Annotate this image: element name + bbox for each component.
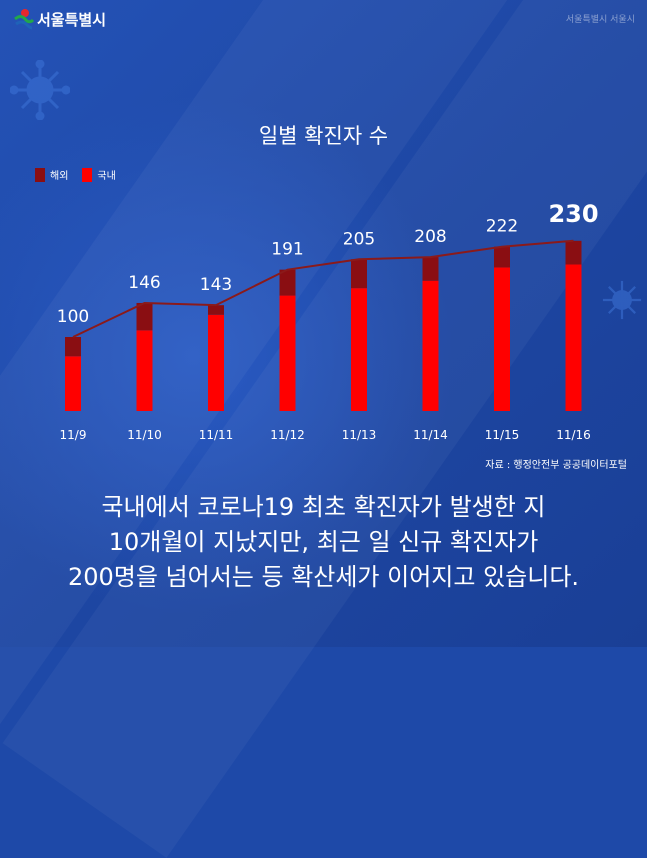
data-label: 222 xyxy=(486,217,518,237)
legend-label: 해외 xyxy=(50,171,69,182)
bar-overseas xyxy=(494,246,510,268)
bar-overseas xyxy=(279,269,296,296)
bar-chart: 11/9 11/10 11/11 11/12 11/13 11/14 11/15 11/16 1… xyxy=(57,200,599,442)
logo-text: 서울특별시 xyxy=(37,10,107,29)
bar-domestic xyxy=(565,264,582,411)
x-tick-label: 11/10 xyxy=(127,428,162,442)
total-line xyxy=(72,239,574,338)
legend-item-domestic: 국내 xyxy=(82,167,116,182)
bar-domestic xyxy=(279,295,296,411)
data-label: 208 xyxy=(414,227,446,247)
x-tick-label: 11/14 xyxy=(413,428,448,442)
data-label: 143 xyxy=(200,275,232,295)
data-label: 205 xyxy=(343,229,375,249)
seoul-logo: 서울특별시 xyxy=(12,8,106,30)
bar-overseas xyxy=(136,302,153,331)
virus-icon xyxy=(602,280,642,320)
bar-overseas xyxy=(351,259,367,289)
bar-overseas xyxy=(208,305,224,315)
data-label: 191 xyxy=(271,240,303,260)
bar-domestic xyxy=(136,330,153,411)
bar-overseas xyxy=(565,240,582,265)
legend-swatch xyxy=(82,167,93,182)
seoul-symbol-icon xyxy=(14,9,34,30)
bar-overseas xyxy=(65,337,81,357)
x-tick-label: 11/16 xyxy=(556,428,591,442)
legend-swatch xyxy=(35,167,45,182)
caption-line: 10개월이 지났지만, 최근 일 신규 확진자가 xyxy=(108,528,539,556)
corner-text: 서울특별시 서울시 xyxy=(565,15,635,25)
legend: 해외 국내 xyxy=(35,167,130,182)
bar-domestic xyxy=(208,314,224,411)
x-tick-label: 11/13 xyxy=(342,428,377,442)
x-tick-label: 11/15 xyxy=(485,428,520,442)
bar-domestic xyxy=(65,356,81,411)
bar-domestic xyxy=(422,280,439,411)
background xyxy=(0,0,647,647)
virus-icon xyxy=(10,60,70,120)
x-tick-label: 11/9 xyxy=(60,428,87,442)
bar-overseas xyxy=(422,257,439,281)
bar-domestic xyxy=(351,288,367,411)
data-label: 230 xyxy=(548,200,598,228)
x-tick-label: 11/11 xyxy=(199,428,234,442)
data-label: 146 xyxy=(128,273,160,293)
legend-item-overseas: 해외 xyxy=(35,167,68,182)
caption-line: 국내에서 코로나19 최초 확진자가 발생한 지 xyxy=(101,493,546,521)
caption-line: 200명을 넘어서는 등 확산세가 이어지고 있습니다. xyxy=(67,563,580,591)
caption: 국내에서 코로나19 최초 확진자가 발생한 지 10개월이 지났지만, 최근 … xyxy=(0,490,647,595)
chart-title: 일별 확진자 수 xyxy=(258,124,389,148)
data-label: 100 xyxy=(57,307,89,327)
legend-label: 국내 xyxy=(97,171,116,182)
bar-domestic xyxy=(494,267,510,411)
source-note: 자료 : 행정안전부 공공데이터포털 xyxy=(485,460,627,471)
x-tick-label: 11/12 xyxy=(270,428,305,442)
